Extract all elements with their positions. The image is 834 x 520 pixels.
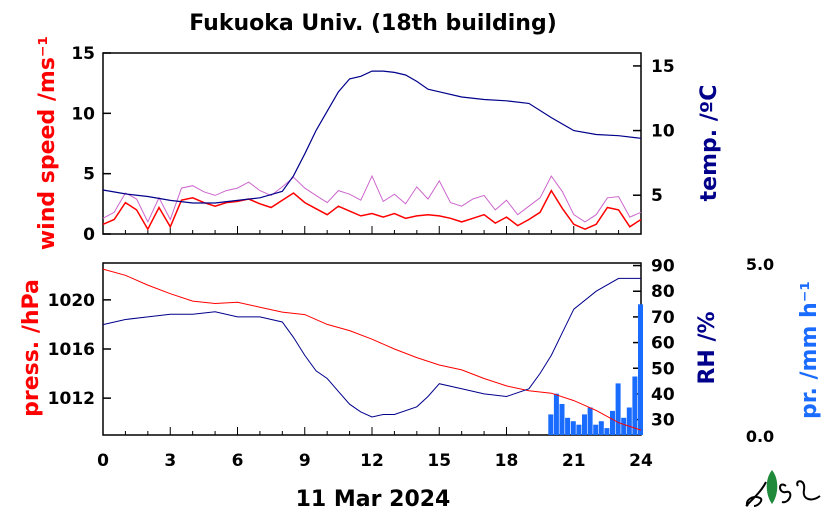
y-tick-label: 70 (651, 308, 675, 328)
y-tick-label: 90 (651, 257, 675, 277)
precipitation-bar (565, 417, 571, 435)
top-panel: 0 5 10 15 5 10 15 wind speed /ms⁻¹ temp. /ºC (35, 36, 722, 250)
y-tick-label: 0 (83, 225, 95, 245)
x-tick-label: 6 (232, 451, 244, 471)
x-tick-label: 9 (299, 451, 311, 471)
precipitation-bar (553, 393, 559, 435)
date-label: 11 Mar 2024 (296, 487, 451, 512)
precipitation-bar (576, 424, 582, 435)
precip-axis-min: 0.0 (746, 427, 774, 446)
pressure-axis-label: press. /hPa (19, 279, 44, 417)
x-tick-label: 24 (629, 451, 653, 471)
y-tick-label: 10 (71, 104, 95, 124)
y-tick-label: 15 (71, 44, 95, 64)
precipitation-bar (632, 376, 638, 435)
precipitation-bar (621, 417, 627, 435)
precipitation-bar (615, 383, 621, 435)
precipitation-bar (548, 414, 554, 435)
y-tick-label: 5 (651, 186, 663, 206)
wind-axis-label: wind speed /ms⁻¹ (35, 36, 60, 250)
humidity-axis-label: RH /% (695, 311, 720, 384)
time-axis-ticks: 0 3 6 9 12 15 18 21 24 (97, 427, 653, 471)
precip-axis-label: pr. /mm h⁻¹ (797, 281, 822, 419)
y-tick-label: 1016 (48, 340, 95, 360)
y-tick-label: 10 (651, 122, 675, 142)
x-tick-label: 3 (164, 451, 176, 471)
precipitation-bar (570, 421, 576, 435)
y-tick-label: 5 (83, 165, 95, 185)
wind-speed-line (102, 189, 642, 231)
precipitation-bar (598, 421, 604, 435)
precipitation-bar (587, 407, 593, 435)
precipitation-bar (604, 428, 610, 435)
y-tick-label: 30 (651, 411, 675, 431)
y-tick-label: 40 (651, 385, 675, 405)
precipitation-bar (593, 424, 599, 435)
precipitation-bar (582, 414, 587, 435)
precipitation-bar (610, 410, 615, 435)
precipitation-bar (638, 304, 643, 435)
humidity-axis-ticks: 30 40 50 60 70 80 90 (633, 257, 675, 431)
temperature-axis-label: temp. /ºC (697, 85, 722, 202)
precipitation-bar (559, 404, 565, 435)
x-tick-label: 12 (360, 451, 384, 471)
x-tick-label: 0 (97, 451, 109, 471)
x-tick-label: 18 (495, 451, 519, 471)
leaf-logo-icon (745, 470, 821, 507)
temperature-line (102, 70, 642, 204)
top-panel-x-ticks (102, 226, 642, 234)
humidity-line (102, 277, 641, 418)
x-tick-label: 21 (562, 451, 586, 471)
y-tick-label: 15 (651, 57, 675, 77)
bottom-panel: 1012 1016 1020 30 40 50 60 70 80 90 0 3 6 9 12 15 18 21… (19, 255, 822, 471)
pressure-axis-ticks: 1012 1016 1020 (48, 291, 111, 409)
wind-axis-ticks: 0 5 10 15 (71, 44, 111, 245)
top-panel-frame (102, 52, 642, 235)
y-tick-label: 1020 (48, 291, 95, 311)
y-tick-label: 50 (651, 359, 675, 379)
precipitation-bar (626, 407, 632, 435)
precip-axis-max: 5.0 (746, 255, 774, 274)
temperature-axis-ticks: 5 10 15 (633, 57, 675, 206)
y-tick-label: 60 (651, 334, 675, 354)
y-tick-label: 1012 (48, 389, 95, 409)
pressure-line (102, 268, 642, 431)
wind-gust-line (102, 174, 642, 224)
precipitation-bars (548, 304, 643, 435)
y-tick-label: 80 (651, 282, 675, 302)
x-tick-label: 15 (427, 451, 451, 471)
chart-title: Fukuoka Univ. (18th building) (189, 11, 557, 36)
